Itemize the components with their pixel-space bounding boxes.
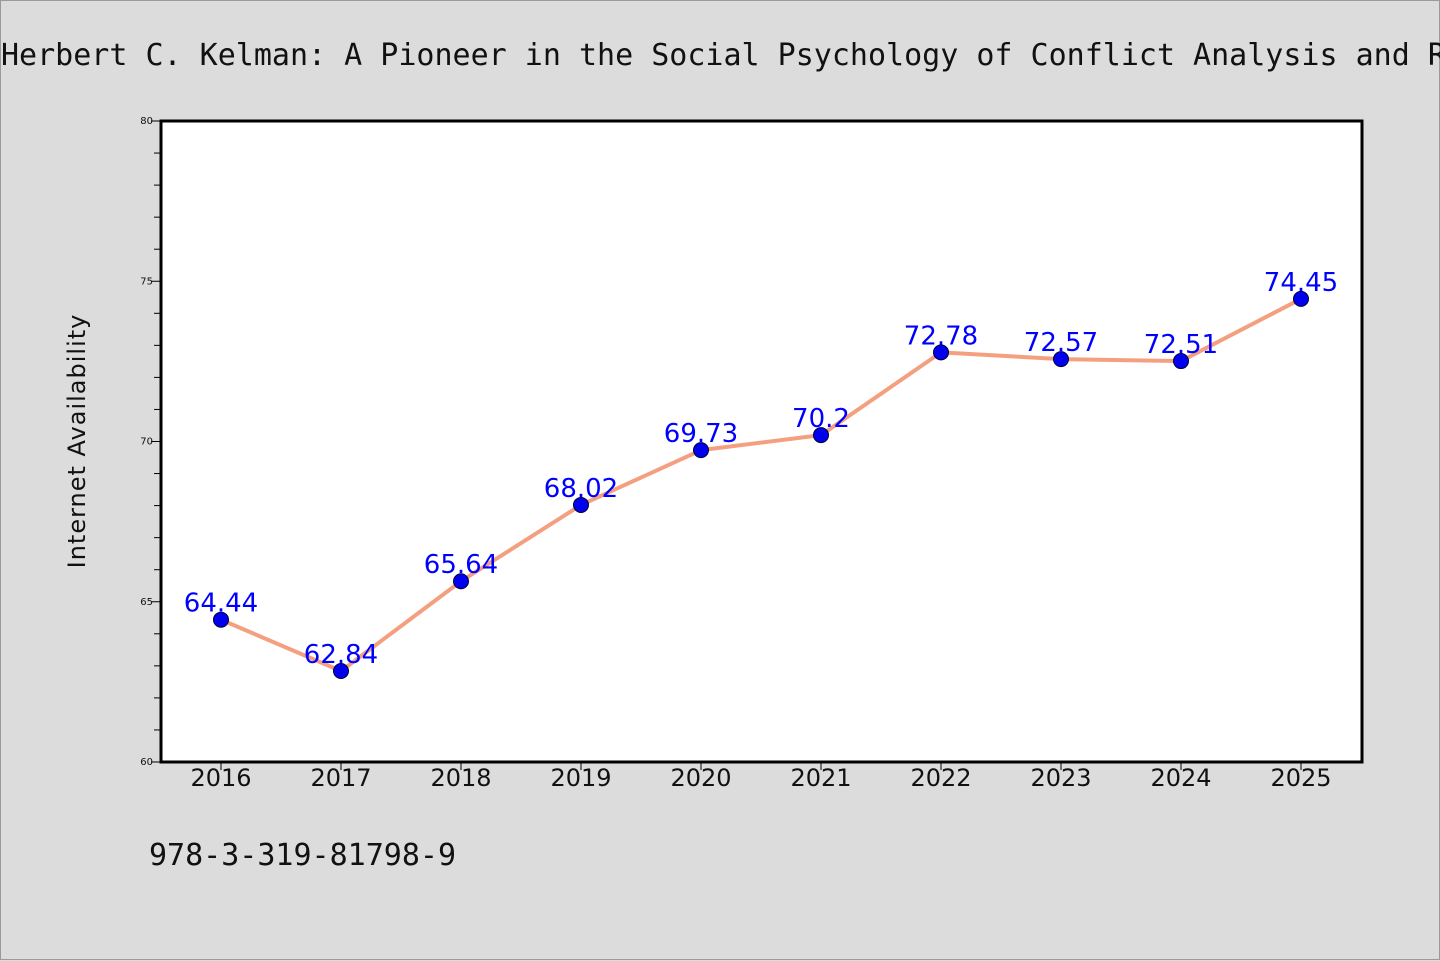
data-markers	[213, 290, 1309, 679]
data-point	[573, 496, 589, 513]
x-tick-label: 2023	[1030, 764, 1091, 792]
data-point	[813, 427, 829, 444]
x-tick-label: 2022	[910, 764, 971, 792]
data-label: 68.02	[544, 474, 618, 504]
x-tick-label: 2019	[550, 764, 611, 792]
y-axis: 60 65 70 75 80	[140, 116, 161, 768]
y-tick-label: 80	[140, 116, 153, 127]
data-label: 72.57	[1024, 328, 1098, 358]
x-tick-label: 2020	[670, 764, 731, 792]
data-label: 64.44	[184, 589, 258, 619]
data-point	[1293, 290, 1309, 307]
x-tick-label: 2021	[790, 764, 851, 792]
y-tick-label: 65	[140, 597, 153, 608]
data-label: 62.84	[304, 640, 378, 670]
data-point	[213, 611, 229, 628]
data-point	[933, 344, 949, 361]
data-label: 65.64	[424, 550, 498, 580]
data-point	[333, 662, 349, 679]
x-tick-label: 2025	[1270, 764, 1331, 792]
y-tick-label: 60	[140, 757, 153, 768]
data-label: 72.51	[1144, 330, 1218, 360]
data-label: 72.78	[904, 321, 978, 351]
isbn-text: 978-3-319-81798-9	[149, 838, 456, 873]
x-axis: 2016 2017 2018 2019 2020 2021 2022 2023 2024 2025	[190, 762, 1332, 792]
data-labels: 64.44 62.84 65.64 68.02 69.73 70.2 72.78 72.57 7…	[184, 268, 1338, 670]
x-tick-label: 2016	[190, 764, 251, 792]
data-label: 74.45	[1264, 268, 1338, 298]
data-point	[453, 573, 469, 590]
data-label: 69.73	[664, 419, 738, 449]
y-tick-label: 75	[140, 276, 153, 287]
x-tick-label: 2024	[1150, 764, 1211, 792]
x-tick-label: 2018	[430, 764, 491, 792]
data-point	[1053, 351, 1069, 368]
data-label: 70.2	[792, 404, 850, 434]
chart-title: Herbert C. Kelman: A Pioneer in the Soci…	[1, 38, 1440, 73]
x-tick-label: 2017	[310, 764, 371, 792]
y-tick-label: 70	[140, 437, 153, 448]
data-point	[1173, 353, 1189, 370]
data-point	[693, 442, 709, 459]
series-line	[220, 297, 1302, 673]
y-axis-label: Internet Availability	[63, 314, 91, 569]
